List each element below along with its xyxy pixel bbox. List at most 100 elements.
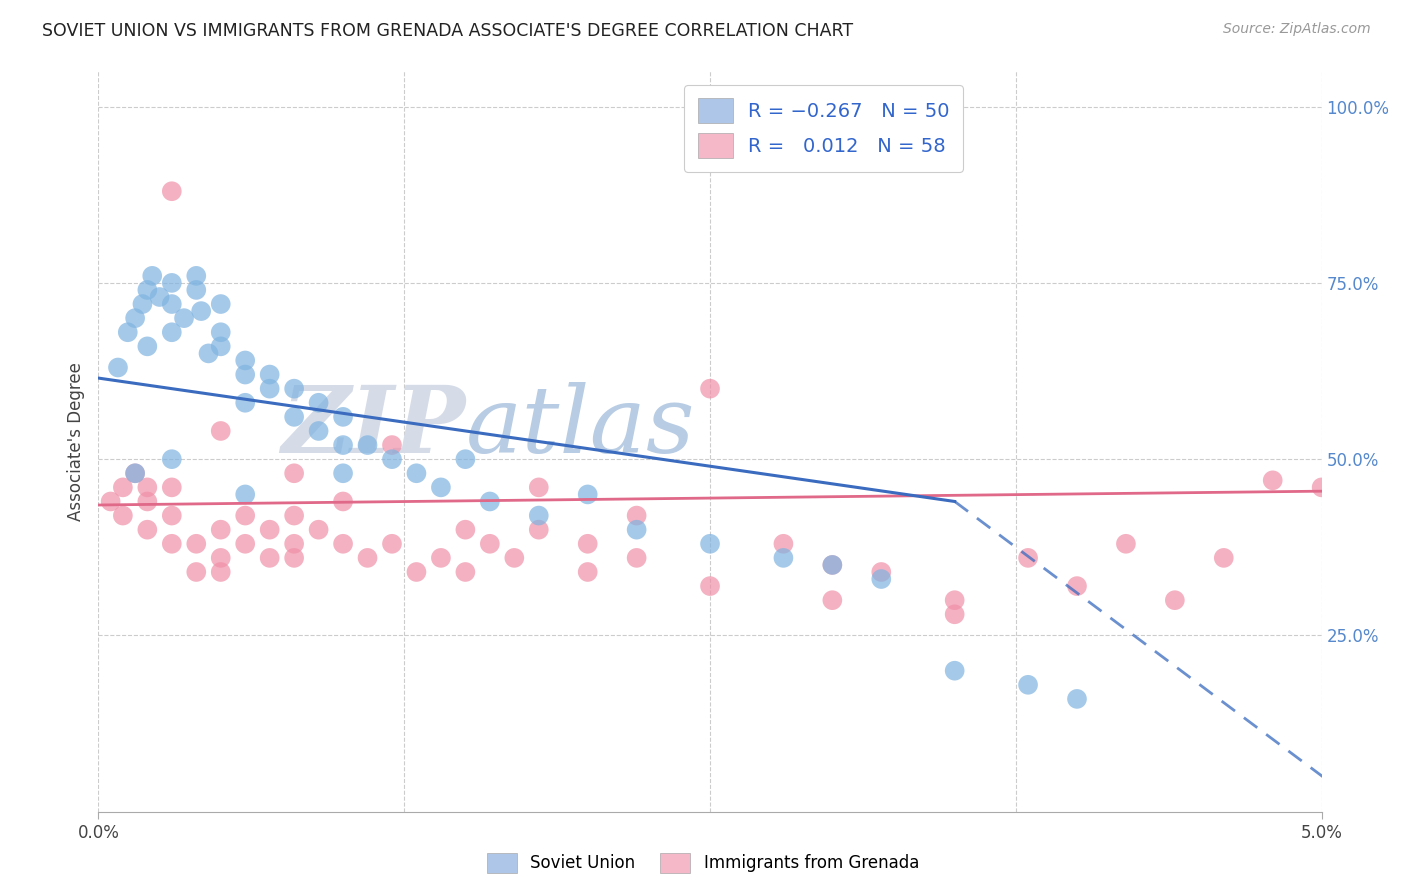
Point xyxy=(1212,550,1234,565)
Point xyxy=(454,565,477,579)
Point xyxy=(233,508,256,523)
Point xyxy=(111,480,134,494)
Point xyxy=(160,480,183,494)
Point xyxy=(209,424,232,438)
Point xyxy=(527,523,550,537)
Point xyxy=(308,523,330,537)
Point xyxy=(259,550,281,565)
Point xyxy=(576,487,599,501)
Point xyxy=(1066,579,1088,593)
Point xyxy=(186,283,208,297)
Point xyxy=(332,494,354,508)
Point xyxy=(283,537,305,551)
Text: ZIP: ZIP xyxy=(281,382,465,472)
Point xyxy=(699,579,721,593)
Point xyxy=(186,565,208,579)
Point xyxy=(332,409,354,424)
Point xyxy=(821,558,844,572)
Point xyxy=(381,537,404,551)
Point xyxy=(405,565,427,579)
Point xyxy=(233,353,256,368)
Text: Source: ZipAtlas.com: Source: ZipAtlas.com xyxy=(1223,22,1371,37)
Point xyxy=(454,452,477,467)
Point xyxy=(821,558,844,572)
Point xyxy=(100,494,122,508)
Point xyxy=(332,438,354,452)
Point xyxy=(136,339,159,353)
Point xyxy=(160,184,183,198)
Point xyxy=(308,424,330,438)
Point xyxy=(503,550,526,565)
Point xyxy=(160,452,183,467)
Point xyxy=(870,572,893,586)
Point xyxy=(233,368,256,382)
Point xyxy=(356,550,378,565)
Text: SOVIET UNION VS IMMIGRANTS FROM GRENADA ASSOCIATE'S DEGREE CORRELATION CHART: SOVIET UNION VS IMMIGRANTS FROM GRENADA … xyxy=(42,22,853,40)
Point xyxy=(160,297,183,311)
Point xyxy=(870,565,893,579)
Legend: R = −0.267   N = 50, R =   0.012   N = 58: R = −0.267 N = 50, R = 0.012 N = 58 xyxy=(685,85,963,171)
Point xyxy=(430,550,453,565)
Point xyxy=(1017,678,1039,692)
Point xyxy=(136,523,159,537)
Point xyxy=(259,382,281,396)
Point xyxy=(160,325,183,339)
Point xyxy=(527,480,550,494)
Point xyxy=(405,467,427,481)
Point xyxy=(332,467,354,481)
Point xyxy=(626,508,648,523)
Point xyxy=(173,311,195,326)
Point xyxy=(209,523,232,537)
Point xyxy=(283,550,305,565)
Point xyxy=(527,508,550,523)
Point xyxy=(209,565,232,579)
Point xyxy=(283,467,305,481)
Point xyxy=(381,438,404,452)
Point xyxy=(124,467,146,481)
Point xyxy=(381,452,404,467)
Point xyxy=(626,523,648,537)
Point xyxy=(699,382,721,396)
Text: atlas: atlas xyxy=(465,382,695,472)
Point xyxy=(1261,473,1284,487)
Legend: Soviet Union, Immigrants from Grenada: Soviet Union, Immigrants from Grenada xyxy=(481,847,925,880)
Point xyxy=(454,523,477,537)
Point xyxy=(209,297,232,311)
Point xyxy=(283,409,305,424)
Point xyxy=(576,565,599,579)
Point xyxy=(478,537,501,551)
Point xyxy=(1115,537,1137,551)
Point xyxy=(430,480,453,494)
Point xyxy=(1017,550,1039,565)
Point xyxy=(943,593,966,607)
Point xyxy=(308,396,330,410)
Point xyxy=(259,523,281,537)
Point xyxy=(209,339,232,353)
Point xyxy=(1164,593,1187,607)
Point xyxy=(117,325,139,339)
Point xyxy=(111,508,134,523)
Point xyxy=(1310,480,1333,494)
Point xyxy=(283,508,305,523)
Point xyxy=(943,607,966,622)
Point xyxy=(160,276,183,290)
Point xyxy=(209,325,232,339)
Point xyxy=(699,537,721,551)
Point xyxy=(160,537,183,551)
Point xyxy=(124,467,146,481)
Point xyxy=(149,290,172,304)
Point xyxy=(107,360,129,375)
Point xyxy=(190,304,212,318)
Point xyxy=(136,494,159,508)
Point xyxy=(772,537,794,551)
Point xyxy=(478,494,501,508)
Point xyxy=(233,487,256,501)
Point xyxy=(332,537,354,551)
Point xyxy=(124,311,146,326)
Point xyxy=(197,346,219,360)
Y-axis label: Associate's Degree: Associate's Degree xyxy=(66,362,84,521)
Point xyxy=(943,664,966,678)
Point xyxy=(259,368,281,382)
Point xyxy=(186,268,208,283)
Point xyxy=(576,537,599,551)
